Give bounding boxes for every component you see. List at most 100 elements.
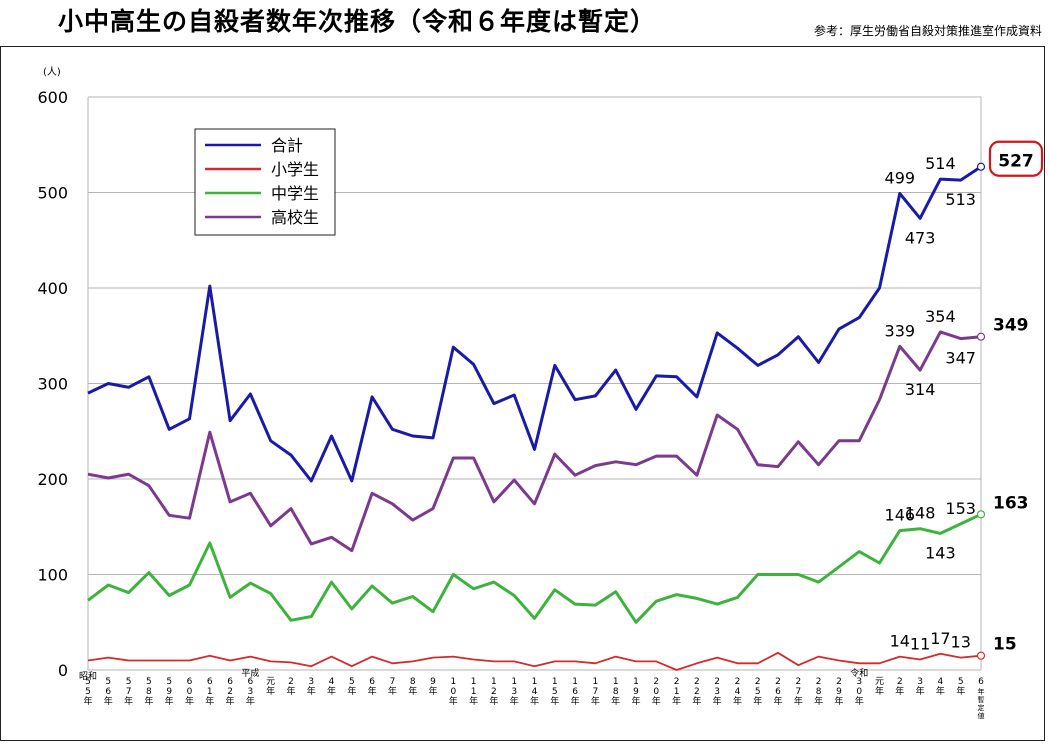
x-tick-char: 7 bbox=[126, 687, 132, 697]
legend-label: 合計 bbox=[271, 136, 303, 155]
x-tick-char: 8 bbox=[146, 687, 152, 697]
x-tick-char: 1 bbox=[613, 677, 619, 687]
end-label: 15 bbox=[993, 635, 1017, 655]
x-tick-char: 5 bbox=[755, 687, 761, 697]
x-tick-char: 7 bbox=[593, 687, 599, 697]
x-tick-label: 62年 bbox=[226, 677, 235, 707]
x-tick-char: 年 bbox=[226, 695, 235, 707]
x-tick-label: 4年 bbox=[936, 677, 945, 697]
x-tick-char: 4 bbox=[938, 677, 944, 687]
x-tick-label: 25年 bbox=[753, 677, 762, 707]
x-tick-char: 年 bbox=[388, 685, 397, 697]
x-tick-char: 年 bbox=[408, 685, 417, 697]
x-tick-char: 8 bbox=[613, 687, 619, 697]
x-tick-char: 年 bbox=[875, 685, 884, 697]
x-tick-label: 10年 bbox=[449, 677, 458, 707]
series-line-合計 bbox=[87, 165, 982, 483]
x-tick-char: 5 bbox=[958, 677, 964, 687]
x-tick-char: 0 bbox=[450, 687, 456, 697]
x-tick-char: 5 bbox=[552, 687, 558, 697]
x-tick-char: 年 bbox=[347, 685, 356, 697]
x-tick-char: 年 bbox=[794, 695, 803, 707]
x-tick-char: 年 bbox=[774, 695, 783, 707]
x-tick-char: 6 bbox=[247, 677, 253, 687]
x-tick-char: 5 bbox=[349, 677, 355, 687]
x-tick-char: 年 bbox=[550, 695, 559, 707]
x-tick-char: 年 bbox=[571, 695, 580, 707]
x-tick-char: 年 bbox=[814, 695, 823, 707]
x-tick-char: 6 bbox=[227, 677, 233, 687]
x-tick-label: 9年 bbox=[429, 677, 438, 697]
x-tick-char: 年 bbox=[469, 695, 478, 707]
x-tick-label: 19年 bbox=[631, 677, 640, 707]
x-tick-char: 6 bbox=[369, 677, 375, 687]
x-tick-char: 1 bbox=[471, 677, 477, 687]
x-tick-char: 年 bbox=[83, 695, 92, 707]
chart-title: 小中高生の自殺者数年次推移（令和６年度は暫定） bbox=[58, 7, 657, 36]
x-tick-char: 年 bbox=[978, 687, 985, 696]
x-tick-char: 0 bbox=[653, 687, 659, 697]
x-tick-char: 年 bbox=[530, 695, 539, 707]
x-tick-label: 57年 bbox=[124, 677, 133, 707]
x-tick-char: 1 bbox=[593, 677, 599, 687]
x-tick-char: 年 bbox=[449, 695, 458, 707]
x-tick-label: 30年 bbox=[855, 677, 864, 707]
x-tick-label: 15年 bbox=[550, 677, 559, 707]
x-tick-char: 6 bbox=[207, 677, 213, 687]
x-tick-char: 5 bbox=[85, 687, 91, 697]
x-tick-char: 1 bbox=[674, 687, 680, 697]
x-tick-label: 5年 bbox=[347, 677, 356, 697]
x-tick-char: 元 bbox=[266, 677, 275, 687]
x-tick-char: 2 bbox=[714, 677, 720, 687]
legend-item: 高校生 bbox=[205, 208, 319, 227]
x-tick-char: 1 bbox=[511, 677, 517, 687]
x-tick-label: 20年 bbox=[652, 677, 661, 707]
era-label: 平成 bbox=[241, 667, 259, 679]
x-tick-label: 8年 bbox=[408, 677, 417, 697]
x-tick-char: 年 bbox=[672, 695, 681, 707]
x-tick-label: 55年 bbox=[83, 677, 92, 707]
x-tick-label: 7年 bbox=[388, 677, 397, 697]
x-tick-char: 7 bbox=[390, 677, 396, 687]
x-tick-char: 5 bbox=[146, 677, 152, 687]
data-label: 314 bbox=[905, 380, 936, 399]
x-tick-label: 17年 bbox=[591, 677, 600, 707]
x-tick-label: 3年 bbox=[916, 677, 925, 697]
x-tick-char: 年 bbox=[489, 695, 498, 707]
x-tick-char: 年 bbox=[936, 685, 945, 697]
x-tick-label: 29年 bbox=[834, 677, 843, 707]
data-label: 11 bbox=[910, 634, 930, 653]
x-tick-char: 9 bbox=[166, 687, 172, 697]
era-label: 令和 bbox=[850, 667, 868, 679]
data-label: 499 bbox=[885, 168, 916, 187]
x-tick-char: 年 bbox=[124, 695, 133, 707]
end-label: 163 bbox=[993, 493, 1029, 513]
x-tick-char: 5 bbox=[105, 677, 111, 687]
end-label-box bbox=[988, 140, 1044, 177]
data-label: 339 bbox=[885, 321, 916, 340]
x-tick-char: 年 bbox=[429, 685, 438, 697]
x-tick-char: 1 bbox=[450, 677, 456, 687]
data-label: 153 bbox=[945, 499, 976, 518]
x-tick-char: 2 bbox=[288, 677, 294, 687]
x-tick-label: 16年 bbox=[571, 677, 580, 707]
x-tick-char: 1 bbox=[471, 687, 477, 697]
source-note: 参考：厚生労働省自殺対策推進室作成資料 bbox=[813, 24, 1042, 38]
x-tick-char: 年 bbox=[327, 685, 336, 697]
x-tick-char: 6 bbox=[572, 687, 578, 697]
x-tick-char: 年 bbox=[144, 695, 153, 707]
data-label: 514 bbox=[925, 154, 956, 173]
x-tick-char: 年 bbox=[692, 695, 701, 707]
x-tick-char: 1 bbox=[552, 677, 558, 687]
x-tick-char: 8 bbox=[816, 687, 822, 697]
x-tick-char: 2 bbox=[491, 687, 497, 697]
x-tick-label: 24年 bbox=[733, 677, 742, 707]
x-tick-char: 年 bbox=[611, 695, 620, 707]
legend-item: 合計 bbox=[205, 136, 303, 155]
x-tick-char: 3 bbox=[714, 687, 720, 697]
data-label: 17 bbox=[930, 629, 950, 648]
x-tick-char: 1 bbox=[572, 677, 578, 687]
series-line-高校生 bbox=[87, 330, 982, 553]
data-label: 354 bbox=[925, 307, 956, 326]
x-tick-char: 6 bbox=[775, 687, 781, 697]
